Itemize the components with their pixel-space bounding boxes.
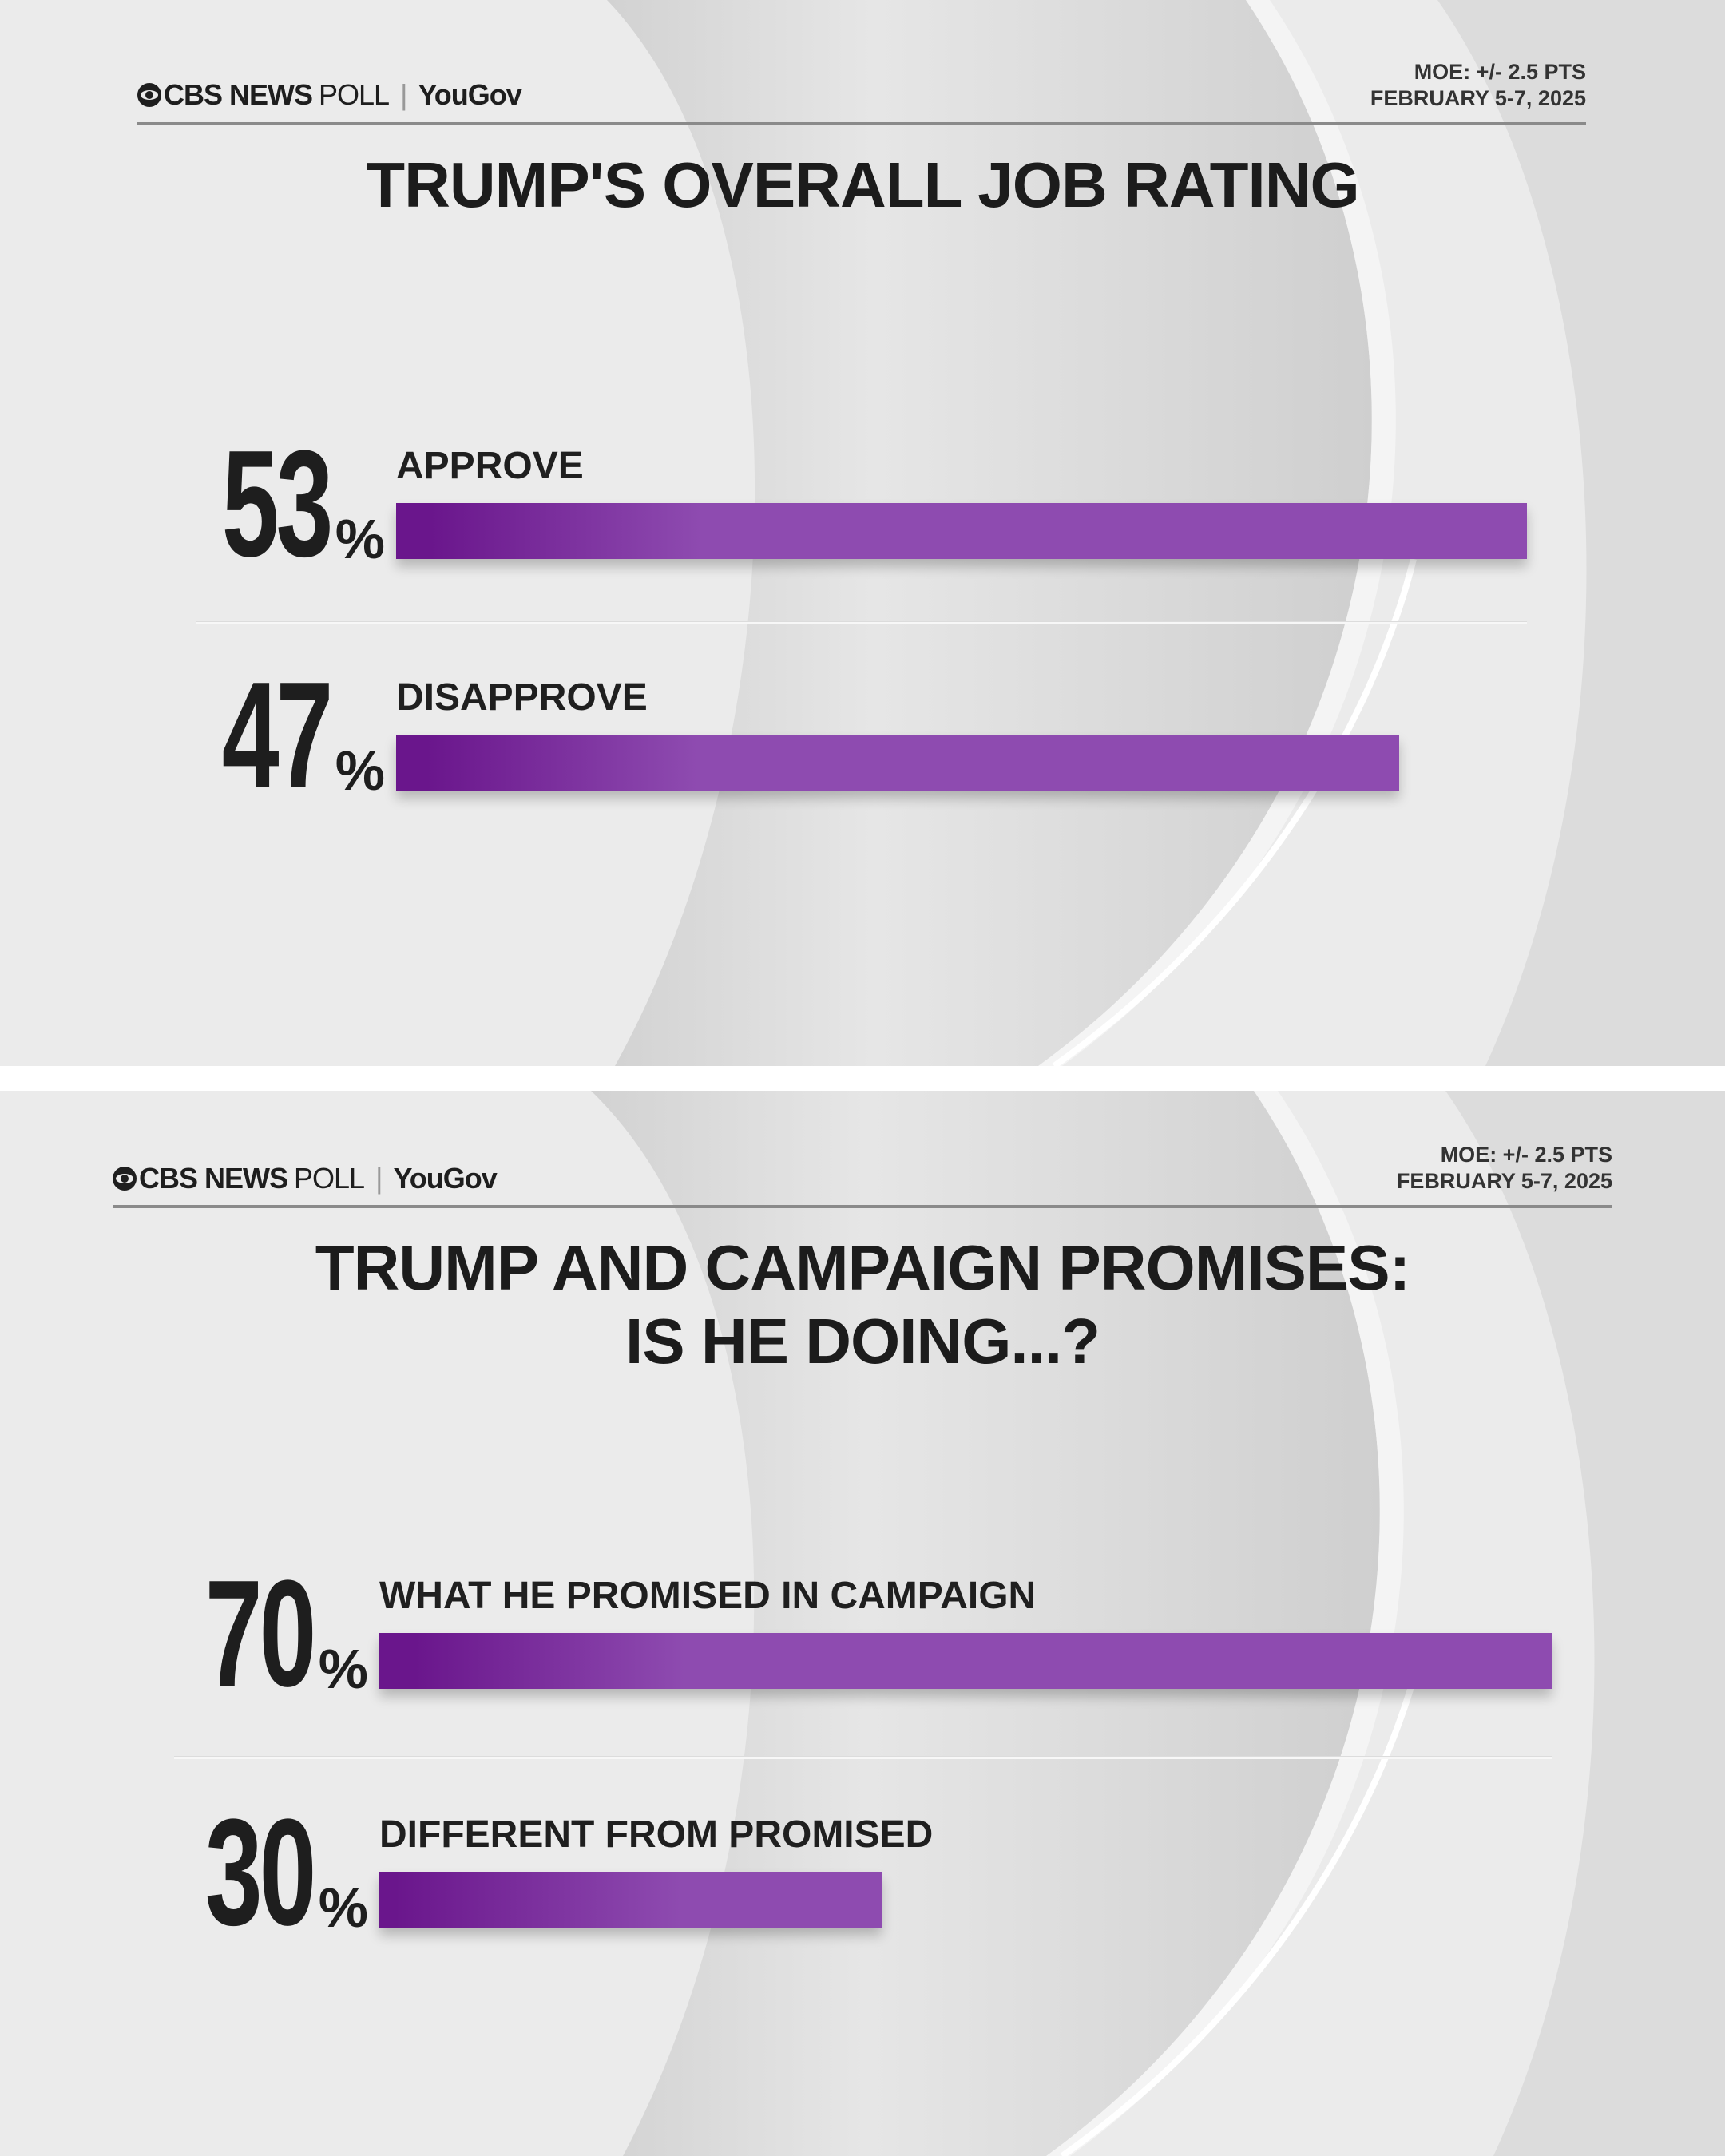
- logo-separator: |: [375, 1162, 383, 1195]
- logo-brand: CBS NEWS: [164, 78, 313, 111]
- value-label: 30%: [154, 1788, 368, 1957]
- cbs-yougov-logo: CBS NEWS POLL | YouGov: [113, 1162, 498, 1195]
- bar: [379, 1872, 882, 1928]
- bar-row: 53% APPROVE: [222, 428, 1527, 580]
- logo-separator: |: [400, 78, 407, 111]
- value-label: 70%: [154, 1549, 368, 1718]
- poll-dates: FEBRUARY 5-7, 2025: [1396, 1169, 1612, 1193]
- value-number: 47: [222, 651, 334, 820]
- chart-title: TRUMP'S OVERALL JOB RATING: [0, 149, 1725, 222]
- bar: [396, 735, 1399, 791]
- value-label: 53%: [171, 419, 385, 589]
- percent-sign: %: [318, 1877, 368, 1939]
- value-number: 70: [205, 1549, 317, 1718]
- poll-panel-job-rating: CBS NEWS POLL | YouGov MOE: +/- 2.5 PTS …: [0, 0, 1725, 1066]
- value-number: 53: [222, 419, 334, 589]
- poll-dates: FEBRUARY 5-7, 2025: [1370, 86, 1586, 110]
- logo-partner: YouGov: [418, 78, 521, 111]
- cbs-yougov-logo: CBS NEWS POLL | YouGov: [137, 78, 522, 112]
- value-number: 30: [205, 1788, 317, 1957]
- cbs-eye-icon: [137, 83, 161, 107]
- chart-title: TRUMP AND CAMPAIGN PROMISES: IS HE DOING…: [0, 1231, 1725, 1378]
- logo-poll: POLL: [294, 1162, 365, 1195]
- category-label: DISAPPROVE: [396, 676, 648, 719]
- bar-row: 47% DISAPPROVE: [222, 660, 1399, 811]
- chart-title-line: TRUMP AND CAMPAIGN PROMISES:: [315, 1232, 1411, 1303]
- chart-title-line: IS HE DOING...?: [625, 1306, 1100, 1377]
- category-label: DIFFERENT FROM PROMISED: [379, 1813, 934, 1856]
- header-rule: [137, 122, 1586, 125]
- category-label: WHAT HE PROMISED IN CAMPAIGN: [379, 1575, 1037, 1617]
- poll-meta: MOE: +/- 2.5 PTS FEBRUARY 5-7, 2025: [1370, 59, 1586, 112]
- margin-of-error: MOE: +/- 2.5 PTS: [1440, 1143, 1612, 1167]
- bar-row: 70% WHAT HE PROMISED IN CAMPAIGN: [205, 1558, 1552, 1710]
- bar: [379, 1633, 1552, 1689]
- poll-meta: MOE: +/- 2.5 PTS FEBRUARY 5-7, 2025: [1397, 1142, 1612, 1195]
- logo-brand: CBS NEWS: [139, 1162, 288, 1195]
- bar: [396, 503, 1527, 559]
- poll-panel-campaign-promises: CBS NEWS POLL | YouGov MOE: +/- 2.5 PTS …: [0, 1091, 1725, 2156]
- header-rule: [113, 1205, 1612, 1208]
- percent-sign: %: [335, 508, 385, 570]
- row-divider: [196, 622, 1527, 624]
- category-label: APPROVE: [396, 445, 584, 487]
- margin-of-error: MOE: +/- 2.5 PTS: [1414, 60, 1586, 84]
- value-label: 47%: [171, 651, 385, 820]
- cbs-eye-icon: [113, 1167, 137, 1191]
- logo-poll: POLL: [319, 78, 390, 111]
- bar-row: 30% DIFFERENT FROM PROMISED: [205, 1797, 933, 1948]
- row-divider: [174, 1757, 1552, 1759]
- percent-sign: %: [335, 739, 385, 802]
- chart-title-line: TRUMP'S OVERALL JOB RATING: [366, 149, 1359, 220]
- logo-partner: YouGov: [393, 1162, 497, 1195]
- percent-sign: %: [318, 1638, 368, 1700]
